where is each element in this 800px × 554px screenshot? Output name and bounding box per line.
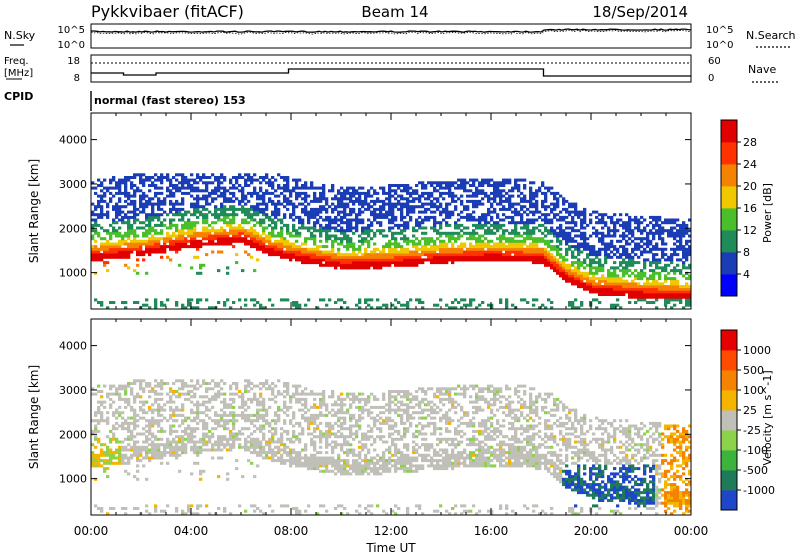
svg-text:28: 28 [743,136,757,149]
noise-right-tick-bottom: 10^0 [706,40,733,51]
svg-text:3000: 3000 [59,178,87,191]
power-colorbar: 28 24 20 16 12 8 4 [720,119,757,297]
cpid-label: CPID [4,90,33,103]
power-colorbar-label: Power [dB] [761,183,774,243]
power-axes: 4000 3000 2000 1000 [59,134,691,280]
cpid-text: normal (fast stereo) 153 [94,94,246,107]
freq-label-1: Freq. [4,56,29,67]
svg-text:16: 16 [743,202,757,215]
noise-search-trace [90,29,691,35]
power-heatmap [91,173,691,309]
svg-text:12: 12 [743,224,757,237]
noise-left-tick-top: 10^5 [58,25,85,36]
freq-left-tick-top: 18 [67,56,80,67]
svg-text:4000: 4000 [59,134,87,147]
noise-sky-label: N.Sky [4,29,36,42]
station-title: Pykkvibaer (fitACF) [91,2,244,21]
beam-title: Beam 14 [361,3,428,21]
time-xlabel: Time UT [365,541,416,554]
velocity-ylabel: Slant Range [km] [27,365,41,469]
freq-left-tick-bottom: 8 [74,73,80,84]
svg-text:1000: 1000 [59,267,87,280]
velocity-heatmap [91,379,691,515]
power-ylabel: Slant Range [km] [27,159,41,263]
freq-label-2: [MHz] [4,68,33,79]
svg-text:8: 8 [743,246,750,259]
noise-right-tick-top: 10^5 [706,25,733,36]
noise-left-tick-bottom: 10^0 [58,40,85,51]
nave-right-tick-bottom: 0 [708,73,714,84]
noise-sky-trace [91,28,692,33]
svg-text:24: 24 [743,158,757,171]
date-title: 18/Sep/2014 [592,3,688,21]
svg-text:20: 20 [743,180,757,193]
svg-text:4: 4 [743,268,750,281]
velocity-colorbar-label: Velocity [m s^-1] [761,370,774,465]
noise-search-label: N.Search [746,29,796,42]
time-axis: 00:00 04:00 08:00 12:00 16:00 20:00 00:00 [74,113,708,538]
svg-text:2000: 2000 [59,222,87,235]
noise-panel-frame [90,23,692,49]
nave-right-tick-top: 60 [708,56,721,67]
nave-label: Nave [748,63,776,76]
freq-trace [91,68,691,77]
freq-panel-frame [90,54,692,83]
